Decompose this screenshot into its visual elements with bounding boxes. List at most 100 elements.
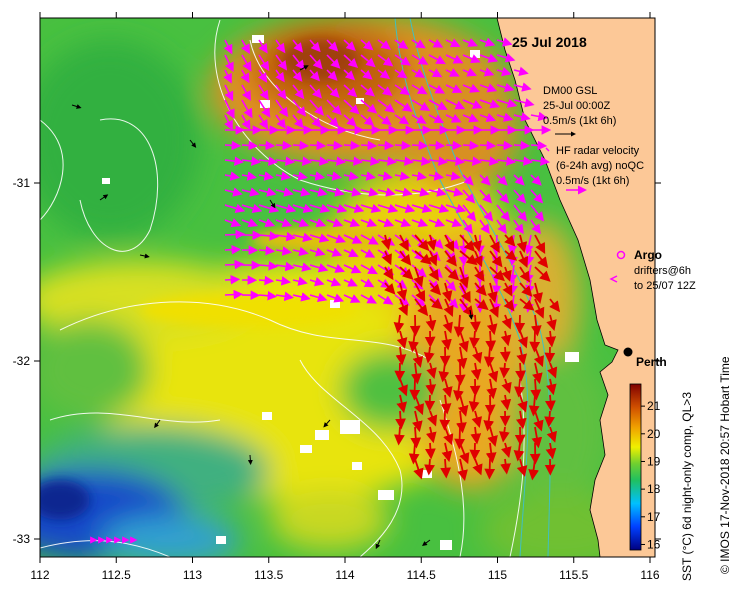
radar-vector — [410, 362, 422, 385]
radar-vector — [343, 218, 361, 228]
colorbar-tick-label: 16 — [647, 537, 661, 551]
radar-vector — [394, 99, 413, 112]
radar-vector — [427, 410, 438, 427]
radar-vector — [409, 378, 421, 401]
radar-vector — [529, 330, 541, 353]
radar-vector — [428, 171, 444, 181]
radar-vector — [258, 290, 278, 301]
radar-vector — [496, 37, 513, 47]
colorbar-tick-label: 18 — [647, 482, 661, 496]
radar-vector — [412, 346, 424, 368]
radar-vector — [501, 314, 512, 330]
radar-vector — [343, 187, 362, 197]
radar-vector — [453, 378, 464, 402]
glider-vector — [323, 419, 331, 428]
radar-vector — [360, 203, 382, 214]
radar-vector — [275, 291, 294, 302]
radar-vector — [309, 277, 325, 287]
radar-vector — [258, 218, 276, 228]
radar-vector — [440, 394, 452, 415]
radar-vector — [489, 234, 500, 254]
colorbar-tick-label: 21 — [647, 399, 661, 413]
radar-vector — [533, 410, 544, 432]
radar-vector — [462, 38, 478, 47]
radar-vector — [241, 84, 251, 101]
radar-vector — [275, 156, 296, 166]
perth-marker: Perth — [623, 347, 667, 369]
radar-vector — [309, 69, 321, 82]
radar-vector — [258, 245, 276, 256]
glider-vector — [375, 539, 381, 550]
radar-vector — [240, 69, 250, 84]
radar-vector — [445, 171, 461, 181]
radar-vector — [414, 282, 426, 303]
radar-vector — [530, 156, 551, 166]
glider-vector — [71, 104, 82, 109]
radar-vector — [343, 203, 365, 214]
radar-vector — [445, 279, 457, 292]
radar-vector — [428, 218, 446, 228]
radar-vector — [408, 442, 420, 465]
radar-vector — [360, 294, 378, 304]
radar-vector — [326, 293, 345, 303]
radar-vector — [292, 84, 305, 100]
radar-vector — [443, 426, 454, 446]
radar-vector — [292, 54, 305, 71]
radar-vector — [224, 54, 234, 73]
radar-vector — [326, 39, 339, 52]
radar-vector — [292, 69, 303, 82]
radar-vector — [462, 67, 478, 77]
radar-vector — [479, 156, 500, 166]
radar-vector — [428, 203, 450, 214]
radar-vector — [425, 314, 437, 332]
colorbar-scale — [629, 383, 642, 551]
radar-vector — [428, 68, 443, 78]
radar-vector — [499, 362, 511, 379]
radar-vector — [549, 298, 561, 313]
radar-vector — [326, 187, 345, 197]
radar-vector — [413, 266, 424, 288]
radar-vector — [513, 174, 525, 186]
radar-vector — [411, 84, 428, 95]
radar-vector — [462, 140, 480, 151]
x-tick-label: 112 — [30, 568, 49, 582]
radar-vector — [224, 84, 234, 102]
radar-vector — [397, 378, 408, 397]
radar-vector — [241, 54, 252, 72]
radar-vector — [459, 442, 470, 465]
radar-vector — [423, 346, 435, 364]
radar-vector — [275, 140, 293, 151]
radar-vector — [377, 187, 396, 197]
radar-vector — [309, 114, 322, 128]
radar-vector — [496, 98, 518, 108]
colorbar-title: SST (°C) 6d night-only comp, QL>3 — [680, 392, 694, 581]
radar-vector — [462, 204, 477, 222]
radar-scale: 0.5m/s (1kt 6h) — [556, 175, 629, 187]
radar-vector — [343, 156, 364, 166]
x-tick-label: 115.5 — [559, 568, 588, 582]
radar-vector — [377, 99, 395, 113]
radar-vector — [496, 140, 514, 151]
radar-vector — [309, 247, 326, 257]
radar-vector — [532, 282, 543, 304]
radar-legend-arrow — [545, 147, 550, 152]
radar-vector — [343, 84, 358, 98]
radar-vector — [485, 330, 497, 352]
radar-vector — [275, 69, 285, 83]
radar-vector — [479, 189, 493, 204]
radar-vector — [524, 234, 534, 255]
radar-vector — [411, 114, 427, 124]
radar-vector — [457, 458, 468, 482]
radar-vector — [394, 140, 412, 151]
glider-vector — [189, 139, 197, 148]
radar-vector — [380, 234, 392, 251]
radar-vector — [518, 250, 529, 269]
radar-vector — [528, 394, 540, 417]
x-tick-label: 112.5 — [102, 568, 131, 582]
radar-vector — [309, 171, 325, 181]
radar-vector — [377, 171, 393, 181]
radar-vector — [445, 187, 464, 197]
radar-vector — [398, 298, 409, 317]
glider-vector — [468, 309, 474, 320]
radar-vector — [513, 82, 532, 92]
